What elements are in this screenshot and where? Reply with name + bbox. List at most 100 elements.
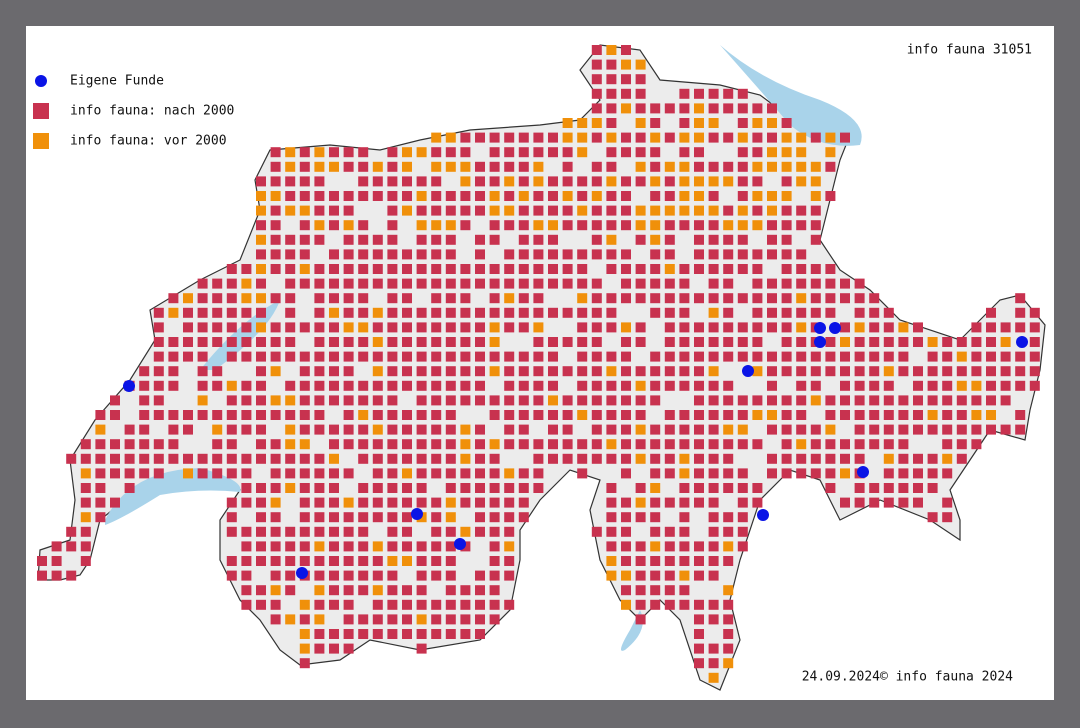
grid-square bbox=[314, 453, 325, 464]
grid-square bbox=[562, 132, 573, 143]
grid-square bbox=[51, 556, 62, 566]
grid-square bbox=[664, 205, 675, 216]
grid-square bbox=[971, 351, 982, 362]
grid-square bbox=[416, 424, 427, 435]
grid-square bbox=[504, 497, 515, 508]
grid-square bbox=[971, 322, 982, 333]
grid-square bbox=[402, 541, 412, 552]
grid-square bbox=[606, 541, 617, 552]
grid-square bbox=[723, 380, 734, 391]
grid-square bbox=[445, 249, 456, 260]
grid-square bbox=[475, 264, 485, 274]
grid-square bbox=[577, 366, 588, 377]
grid-square bbox=[533, 220, 544, 231]
grid-square bbox=[913, 380, 923, 391]
grid-square bbox=[299, 424, 310, 435]
grid-square bbox=[299, 526, 310, 537]
grid-square bbox=[212, 410, 223, 420]
grid-square bbox=[372, 161, 383, 172]
grid-square bbox=[416, 483, 427, 493]
grid-square bbox=[460, 220, 471, 231]
grid-square bbox=[329, 585, 339, 596]
grid-square bbox=[664, 599, 675, 610]
grid-square bbox=[241, 599, 252, 610]
grid-square bbox=[504, 322, 515, 333]
grid-square bbox=[285, 556, 296, 566]
grid-square bbox=[708, 161, 719, 172]
grid-square bbox=[416, 264, 427, 274]
grid-square bbox=[694, 614, 704, 625]
grid-square bbox=[285, 278, 296, 289]
grid-square bbox=[781, 293, 792, 304]
grid-square bbox=[358, 614, 369, 625]
grid-square bbox=[723, 629, 734, 639]
grid-square bbox=[153, 453, 164, 464]
grid-square bbox=[664, 191, 675, 201]
grid-square bbox=[416, 556, 427, 566]
grid-square bbox=[504, 395, 515, 406]
grid-square bbox=[898, 410, 909, 420]
grid-square bbox=[737, 293, 748, 304]
grid-square bbox=[986, 351, 996, 362]
grid-square bbox=[635, 424, 646, 435]
grid-square bbox=[854, 453, 865, 464]
grid-square bbox=[343, 526, 354, 537]
grid-square bbox=[679, 118, 690, 128]
grid-square bbox=[883, 439, 894, 450]
grid-square bbox=[606, 264, 617, 274]
grid-square bbox=[767, 234, 777, 245]
grid-square bbox=[416, 322, 427, 333]
grid-square bbox=[153, 337, 164, 347]
grid-square bbox=[708, 88, 719, 99]
grid-square bbox=[767, 366, 777, 377]
copyright: © info fauna 2024 bbox=[880, 670, 1013, 685]
grid-square bbox=[256, 497, 266, 508]
grid-square bbox=[971, 410, 982, 420]
grid-square bbox=[767, 468, 777, 479]
grid-square bbox=[314, 570, 325, 581]
grid-square bbox=[256, 483, 266, 493]
grid-square bbox=[285, 264, 296, 274]
grid-square bbox=[445, 337, 456, 347]
grid-square bbox=[402, 293, 412, 304]
grid-square bbox=[723, 132, 734, 143]
grid-square bbox=[825, 410, 836, 420]
grid-square bbox=[621, 293, 631, 304]
grid-square bbox=[504, 249, 515, 260]
grid-square bbox=[679, 424, 690, 435]
grid-square bbox=[256, 585, 266, 596]
grid-square bbox=[664, 439, 675, 450]
grid-square bbox=[285, 424, 296, 435]
grid-square bbox=[460, 264, 471, 274]
grid-square bbox=[387, 249, 398, 260]
grid-square bbox=[927, 453, 938, 464]
grid-square bbox=[358, 556, 369, 566]
grid-square bbox=[270, 234, 281, 245]
grid-square bbox=[781, 322, 792, 333]
grid-square bbox=[489, 468, 500, 479]
grid-square bbox=[810, 439, 821, 450]
grid-square bbox=[518, 483, 529, 493]
grid-square bbox=[810, 453, 821, 464]
grid-square bbox=[285, 439, 296, 450]
grid-square bbox=[723, 614, 734, 625]
grid-square bbox=[708, 658, 719, 669]
grid-square bbox=[708, 541, 719, 552]
grid-square bbox=[752, 439, 763, 450]
grid-square bbox=[329, 599, 339, 610]
grid-square bbox=[343, 512, 354, 523]
grid-square bbox=[299, 380, 310, 391]
grid-square bbox=[285, 541, 296, 552]
grid-square bbox=[694, 380, 704, 391]
grid-square bbox=[299, 541, 310, 552]
grid-square bbox=[694, 497, 704, 508]
grid-square bbox=[489, 453, 500, 464]
grid-square bbox=[504, 264, 515, 274]
grid-square bbox=[548, 205, 558, 216]
grid-square bbox=[869, 395, 880, 406]
grid-square bbox=[299, 351, 310, 362]
grid-square bbox=[226, 424, 237, 435]
grid-square bbox=[796, 293, 807, 304]
grid-square bbox=[796, 147, 807, 158]
grid-square bbox=[621, 570, 631, 581]
